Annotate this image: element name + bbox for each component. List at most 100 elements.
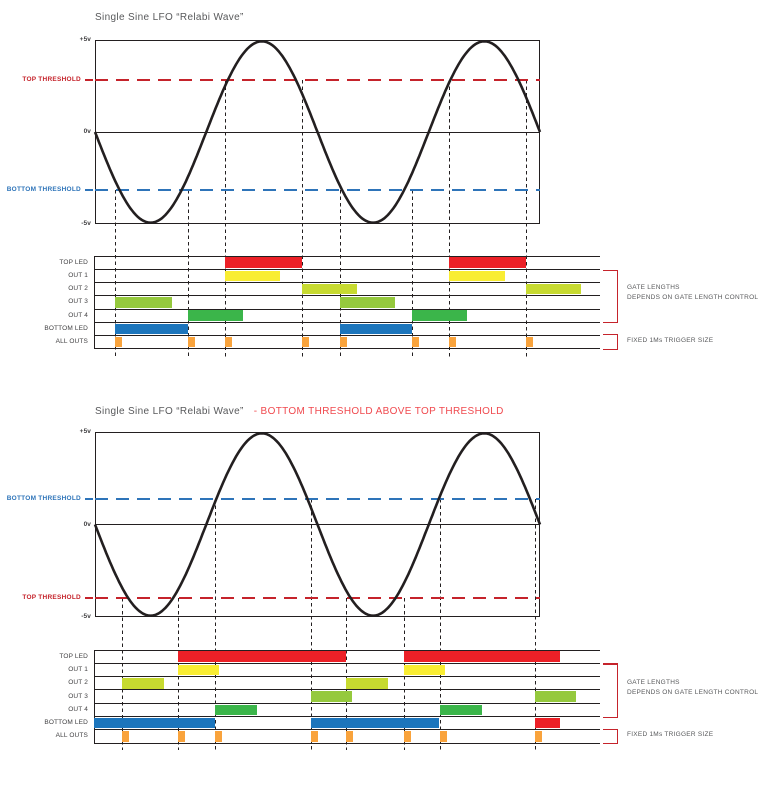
row-label-out-4: OUT 4 bbox=[68, 311, 88, 319]
gate-bar bbox=[311, 691, 352, 702]
threshold-label-top: TOP THRESHOLD bbox=[22, 76, 81, 83]
trigger-size-note: FIXED 1Ms TRIGGER SIZE bbox=[627, 731, 714, 738]
diagram-title-note: - BOTTOM THRESHOLD ABOVE TOP THRESHOLD bbox=[253, 406, 504, 417]
row-label-out-3: OUT 3 bbox=[68, 298, 88, 306]
row-label-out-2: OUT 2 bbox=[68, 679, 88, 687]
gate-bracket-top-arm bbox=[603, 663, 618, 665]
gate-lengths-note-line2: DEPENDS ON GATE LENGTH CONTROL bbox=[627, 293, 759, 301]
sine-wave-path bbox=[93, 431, 542, 618]
row-grid-line bbox=[94, 649, 600, 651]
threshold-tick bbox=[85, 597, 93, 599]
gate-bar bbox=[404, 664, 445, 676]
crossing-dashed-line bbox=[526, 80, 527, 357]
gate-bracket-top-arm bbox=[603, 269, 618, 271]
gate-bar bbox=[412, 310, 467, 321]
trigger-pulse-bar bbox=[346, 731, 353, 742]
trigger-pulse-bar bbox=[449, 336, 456, 348]
gate-bar bbox=[340, 323, 412, 335]
row-label-out-4: OUT 4 bbox=[68, 705, 88, 713]
crossing-dashed-line bbox=[440, 499, 441, 750]
crossing-dashed-line bbox=[535, 499, 536, 750]
row-label-out-1: OUT 1 bbox=[68, 271, 88, 279]
gate-bracket-bottom-arm bbox=[603, 321, 618, 323]
row-grid-line bbox=[94, 729, 600, 731]
trigger-bracket-spine bbox=[616, 728, 618, 744]
gate-bar bbox=[404, 651, 560, 662]
row-label-out-3: OUT 3 bbox=[68, 692, 88, 700]
diagram-title-text: Single Sine LFO “Relabi Wave” bbox=[95, 12, 244, 23]
trigger-pulse-bar bbox=[122, 731, 129, 742]
threshold-dashed-line bbox=[95, 79, 540, 81]
sine-wave-path bbox=[93, 39, 542, 225]
row-grid-left-border bbox=[94, 256, 95, 349]
trigger-pulse-bar bbox=[440, 731, 447, 742]
threshold-dashed-line bbox=[95, 498, 540, 500]
row-label-all-outs: ALL OUTS bbox=[55, 732, 88, 740]
trigger-pulse-bar bbox=[178, 731, 185, 742]
diagram-title: Single Sine LFO “Relabi Wave” bbox=[95, 12, 254, 23]
zero-volt-line bbox=[95, 131, 540, 133]
row-grid-line bbox=[94, 689, 600, 691]
gate-bar bbox=[535, 691, 576, 702]
trigger-pulse-bar bbox=[302, 336, 309, 348]
gate-bar bbox=[115, 297, 172, 308]
gate-bar bbox=[122, 677, 164, 689]
gate-bar bbox=[188, 310, 243, 321]
trigger-bracket-top-arm bbox=[603, 334, 618, 336]
gate-lengths-note-line1: GATE LENGTHS bbox=[627, 284, 680, 291]
trigger-pulse-bar bbox=[404, 731, 411, 742]
row-grid-line bbox=[94, 716, 600, 717]
row-grid-line bbox=[94, 662, 600, 664]
gate-bar bbox=[215, 704, 257, 716]
row-label-bottom-led: BOTTOM LED bbox=[44, 324, 88, 332]
gate-bracket-spine bbox=[616, 269, 618, 323]
gate-bar bbox=[449, 270, 505, 282]
diagram-title: Single Sine LFO “Relabi Wave” - BOTTOM TH… bbox=[95, 406, 504, 417]
row-grid-line bbox=[94, 308, 600, 310]
gate-bar bbox=[178, 651, 346, 662]
crossing-dashed-line bbox=[178, 598, 179, 750]
threshold-tick bbox=[85, 189, 93, 191]
gate-bar bbox=[340, 297, 395, 308]
gate-lengths-note: GATE LENGTHS DEPENDS ON GATE LENGTH CONT… bbox=[627, 678, 758, 697]
sine-wave bbox=[93, 431, 542, 618]
row-grid-line bbox=[94, 676, 600, 678]
row-grid-line bbox=[94, 335, 600, 336]
gate-bar bbox=[526, 283, 581, 295]
row-grid-line bbox=[94, 268, 600, 270]
row-label-out-1: OUT 1 bbox=[68, 665, 88, 673]
gate-bar bbox=[225, 257, 302, 268]
gate-bar bbox=[346, 677, 388, 689]
gate-bar bbox=[440, 704, 482, 716]
row-label-top-led: TOP LED bbox=[59, 652, 88, 660]
crossing-dashed-line bbox=[225, 80, 226, 357]
axis-label-minus-5v: -5v bbox=[81, 220, 91, 227]
row-grid-line bbox=[94, 255, 600, 257]
threshold-label-top: TOP THRESHOLD bbox=[22, 594, 81, 601]
trigger-pulse-bar bbox=[535, 731, 542, 742]
threshold-dashed-line bbox=[95, 189, 540, 191]
gate-bar bbox=[449, 257, 526, 268]
axis-label-0v: 0v bbox=[83, 128, 91, 135]
zero-volt-line bbox=[95, 524, 540, 525]
trigger-bracket-bottom-arm bbox=[603, 742, 618, 744]
plot-frame bbox=[95, 40, 540, 224]
gate-lengths-note-line2: DEPENDS ON GATE LENGTH CONTROL bbox=[627, 688, 759, 696]
trigger-pulse-bar bbox=[115, 336, 122, 348]
crossing-dashed-line bbox=[215, 499, 216, 750]
row-grid-line bbox=[94, 295, 600, 297]
trigger-bracket-top-arm bbox=[603, 728, 618, 730]
threshold-tick bbox=[85, 498, 93, 500]
crossing-dashed-line bbox=[404, 598, 405, 750]
trigger-pulse-bar bbox=[311, 731, 318, 742]
threshold-label-bottom: BOTTOM THRESHOLD bbox=[6, 186, 81, 193]
gate-bar bbox=[115, 323, 188, 335]
row-grid-line bbox=[94, 348, 600, 350]
diagram-title-text: Single Sine LFO “Relabi Wave” bbox=[95, 406, 244, 417]
gate-bar bbox=[302, 283, 357, 295]
crossing-dashed-line bbox=[346, 598, 347, 750]
gate-bar bbox=[535, 717, 560, 729]
gate-bracket-bottom-arm bbox=[603, 716, 618, 718]
